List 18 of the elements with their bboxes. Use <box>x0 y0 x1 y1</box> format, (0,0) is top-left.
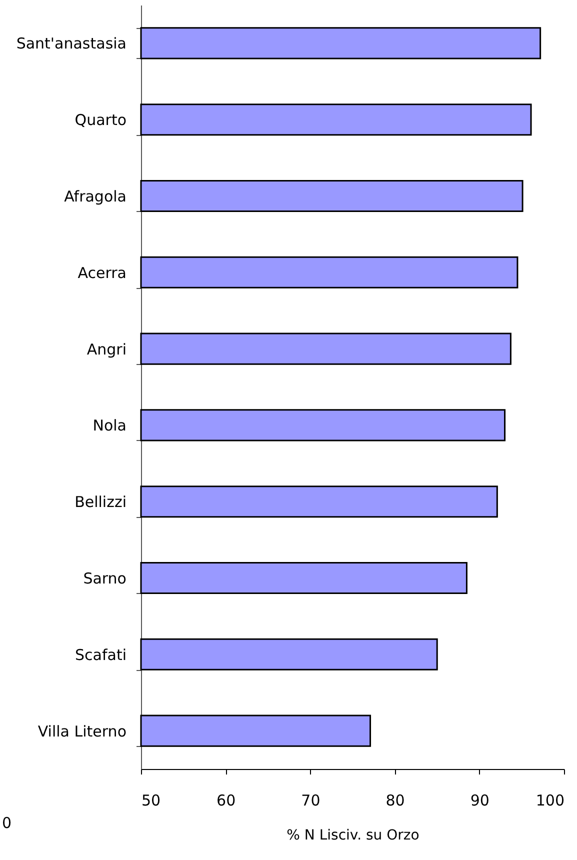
y-tick-label: Nola <box>92 416 126 435</box>
x-tick-label: 90 <box>470 792 490 810</box>
y-tick-label: Villa Literno <box>38 722 126 740</box>
x-tick-label: 60 <box>216 792 236 810</box>
x-tick-label: 100 <box>536 792 564 810</box>
y-tick-label: Afragola <box>64 188 126 206</box>
x-axis-title: % N Lisciv. su Orzo <box>286 828 420 844</box>
x-tick-label: 70 <box>301 792 320 810</box>
y-tick-label: Scafati <box>75 646 126 664</box>
y-tick-label: Sant'anastasia <box>16 34 126 53</box>
y-tick-label: Sarno <box>83 570 126 588</box>
x-tick-label: 80 <box>386 792 405 810</box>
y-tick-label: Bellizzi <box>74 493 126 512</box>
y-tick-label: Acerra <box>78 264 126 282</box>
text: 0 <box>2 814 12 832</box>
y-tick-label: Angri <box>86 340 126 358</box>
x-tick-label: 50 <box>142 792 161 810</box>
y-tick-label: Quarto <box>74 111 126 130</box>
